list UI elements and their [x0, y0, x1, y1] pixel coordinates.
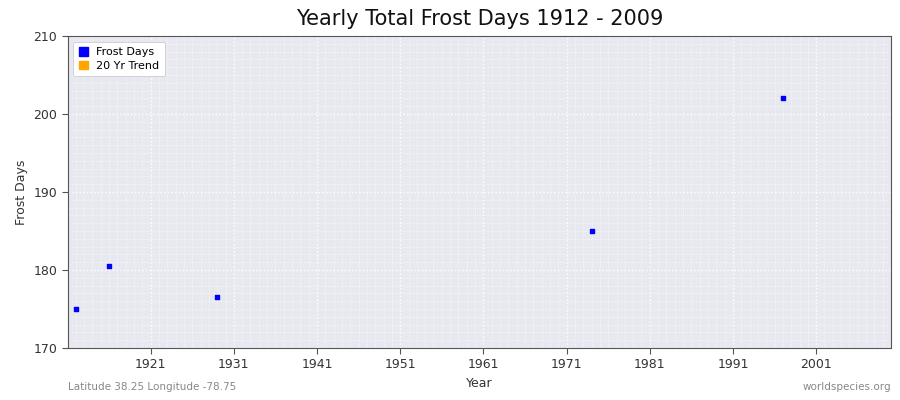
Point — [584, 228, 598, 234]
Point — [68, 306, 83, 312]
Point — [210, 294, 224, 300]
Title: Yearly Total Frost Days 1912 - 2009: Yearly Total Frost Days 1912 - 2009 — [295, 9, 663, 29]
Text: worldspecies.org: worldspecies.org — [803, 382, 891, 392]
X-axis label: Year: Year — [466, 377, 492, 390]
Y-axis label: Frost Days: Frost Days — [14, 159, 28, 225]
Text: Latitude 38.25 Longitude -78.75: Latitude 38.25 Longitude -78.75 — [68, 382, 236, 392]
Point — [776, 95, 790, 102]
Legend: Frost Days, 20 Yr Trend: Frost Days, 20 Yr Trend — [73, 42, 165, 76]
Point — [102, 263, 116, 269]
